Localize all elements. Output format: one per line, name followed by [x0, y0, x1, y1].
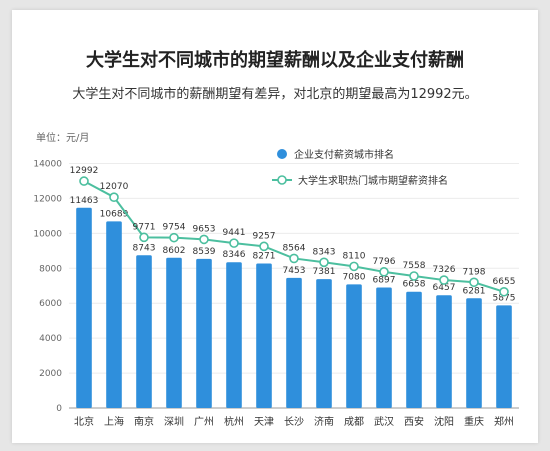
- bar: [256, 263, 272, 408]
- legend-bar-swatch: [277, 149, 287, 159]
- x-tick-label: 深圳: [164, 416, 184, 428]
- line-data-label: 8110: [343, 251, 366, 261]
- line-point: [289, 253, 299, 264]
- bar-data-label: 6897: [373, 276, 396, 286]
- line-point: [469, 277, 479, 288]
- legend-line-marker: [277, 175, 287, 185]
- bar-data-label: 8271: [253, 252, 276, 262]
- bar-data-label: 8743: [133, 243, 156, 253]
- line-point: [319, 257, 329, 268]
- line-point: [499, 286, 509, 297]
- line-data-label: 8564: [283, 243, 306, 253]
- x-tick-label: 长沙: [284, 416, 304, 428]
- x-tick-label: 天津: [254, 416, 274, 428]
- bar-data-label: 7381: [313, 267, 336, 277]
- bar: [436, 295, 452, 408]
- bar-data-label: 6457: [433, 283, 456, 293]
- x-tick-label: 上海: [104, 415, 124, 428]
- legend-line-label: 大学生求职热门城市期望薪资排名: [298, 174, 448, 187]
- y-tick-label: 14000: [33, 160, 62, 170]
- bar: [496, 305, 512, 408]
- bar-data-label: 8602: [163, 246, 186, 256]
- x-tick-label: 南京: [134, 415, 154, 428]
- bar: [286, 277, 302, 408]
- chart-plot: 单位：元/月 0 2000 4000 6000 8000 10000 12000 14000 11…: [33, 131, 519, 428]
- bar: [136, 255, 152, 408]
- x-tick-label: 成都: [344, 416, 364, 428]
- bar-data-label: 8539: [193, 247, 216, 257]
- bar: [376, 287, 392, 408]
- line-data-label: 9653: [193, 224, 216, 234]
- x-tick-label: 郑州: [494, 415, 514, 428]
- y-axis-unit-label: 单位：元/月: [36, 131, 89, 144]
- x-tick-label: 武汉: [374, 415, 394, 428]
- y-tick-label: 8000: [39, 264, 62, 274]
- line-data-label: 8343: [313, 247, 336, 257]
- x-tick-label: 重庆: [464, 415, 484, 428]
- line-data-label: 9441: [223, 228, 246, 238]
- legend-bar-label: 企业支付薪资城市排名: [294, 148, 394, 161]
- bar: [76, 207, 92, 408]
- bar-data-label: 6658: [403, 280, 426, 290]
- bar-data-label: 7080: [343, 272, 366, 282]
- y-tick-label: 0: [56, 404, 62, 414]
- x-tick-label: 北京: [74, 415, 94, 428]
- chart-title: 大学生对不同城市的期望薪酬以及企业支付薪酬: [86, 50, 464, 71]
- bar-data-label: 8346: [223, 250, 246, 260]
- bar-data-label: 6281: [463, 286, 486, 296]
- line-point: [229, 238, 239, 248]
- line-point: [409, 271, 419, 281]
- bar: [166, 257, 182, 408]
- chart-card: 大学生对不同城市的期望薪酬以及企业支付薪酬 大学生对不同城市的薪酬期望有差异，对…: [12, 10, 538, 443]
- y-tick-label: 4000: [39, 334, 62, 344]
- bar: [346, 284, 362, 408]
- bar-data-label: 10689: [100, 209, 129, 219]
- line-point: [109, 192, 119, 203]
- y-tick-label: 2000: [39, 369, 62, 379]
- bar: [406, 291, 422, 408]
- line-point: [169, 232, 179, 243]
- line-data-label: 7198: [463, 267, 486, 277]
- line-data-label: 12992: [70, 166, 99, 176]
- line-point: [439, 275, 449, 285]
- x-tick-label: 广州: [194, 416, 214, 428]
- line-point: [379, 267, 389, 277]
- line-point: [139, 232, 149, 243]
- line-data-label: 6655: [493, 277, 516, 287]
- x-tick-label: 杭州: [224, 415, 244, 428]
- line-data-label: 12070: [100, 182, 129, 192]
- bar-data-label: 5875: [493, 293, 516, 303]
- y-tick-label: 12000: [33, 194, 62, 204]
- line-point: [259, 241, 269, 252]
- bar-data-label: 11463: [70, 196, 99, 206]
- bar: [316, 279, 332, 408]
- line-point: [199, 234, 209, 245]
- line-data-label: 7796: [373, 257, 396, 267]
- x-tick-label: 西安: [404, 415, 424, 428]
- line-data-label: 9257: [253, 231, 276, 241]
- line-data-label: 7558: [403, 261, 426, 271]
- line-data-label: 7326: [433, 265, 456, 275]
- chart-subtitle: 大学生对不同城市的薪酬期望有差异，对北京的期望最高为12992元。: [72, 87, 478, 102]
- line-data-label: 9754: [163, 223, 186, 233]
- line-data-label: 9771: [133, 222, 156, 232]
- x-tick-label: 济南: [314, 415, 334, 428]
- bar: [196, 258, 212, 408]
- x-tick-label: 沈阳: [434, 415, 454, 428]
- bar: [226, 262, 242, 408]
- line-point: [349, 261, 359, 272]
- y-tick-label: 6000: [39, 299, 62, 309]
- bar: [466, 298, 482, 408]
- bar-data-label: 7453: [283, 266, 306, 276]
- y-tick-label: 10000: [33, 229, 62, 239]
- line-point: [79, 176, 89, 186]
- bar: [106, 221, 122, 408]
